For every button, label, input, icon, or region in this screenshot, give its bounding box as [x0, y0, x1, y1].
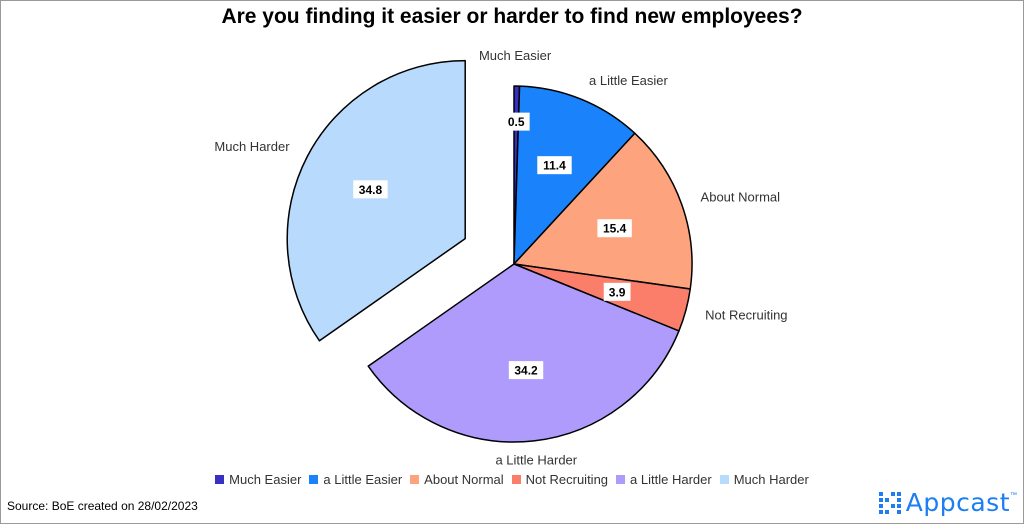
value-label-box-about-normal	[597, 219, 632, 238]
pie-slice-a-little-easier	[513, 85, 636, 265]
legend-label-a-little-easier: a Little Easier	[323, 472, 403, 487]
appcast-logo-trademark: ™	[1010, 492, 1017, 499]
category-label-a-little-easier: a Little Easier	[589, 73, 668, 88]
value-label-much-easier: 0.5	[508, 115, 525, 129]
pie-slice-about-normal	[513, 132, 693, 290]
legend-label-about-normal: About Normal	[424, 472, 504, 487]
value-label-box-not-recruiting	[603, 282, 631, 301]
value-label-a-little-easier: 11.4	[543, 159, 566, 173]
legend-item-about-normal: About Normal	[410, 472, 504, 487]
category-label-not-recruiting: Not Recruiting	[705, 308, 787, 323]
legend-label-not-recruiting: Not Recruiting	[525, 472, 609, 487]
chart-legend: Much Easier a Little Easier About Normal No…	[1, 472, 1023, 487]
pie-slice-much-harder	[286, 59, 466, 342]
value-label-about-normal: 15.4	[603, 222, 627, 236]
value-label-box-a-little-harder	[508, 361, 544, 380]
source-note: Source: BoE created on 28/02/2023	[7, 499, 198, 513]
legend-swatch-about-normal	[410, 475, 420, 484]
legend-item-not-recruiting: Not Recruiting	[511, 472, 609, 487]
category-label-much-harder: Much Harder	[214, 139, 290, 154]
legend-label-much-easier: Much Easier	[229, 472, 302, 487]
legend-item-much-harder: Much Harder	[719, 472, 809, 487]
legend-swatch-much-harder	[719, 475, 729, 484]
category-label-much-easier: Much Easier	[479, 48, 552, 63]
legend-swatch-a-little-harder	[616, 475, 626, 484]
value-label-box-much-harder	[353, 180, 388, 199]
pie-slice-a-little-harder	[367, 263, 680, 443]
value-label-not-recruiting: 3.9	[609, 285, 626, 299]
legend-label-much-harder: Much Harder	[733, 472, 809, 487]
appcast-logo-text: Appcast	[905, 488, 1010, 517]
chart-title: Are you finding it easier or harder to f…	[221, 5, 803, 28]
legend-swatch-much-easier	[215, 475, 225, 484]
category-label-about-normal: About Normal	[701, 190, 781, 205]
legend-swatch-not-recruiting	[511, 475, 521, 484]
legend-swatch-a-little-easier	[309, 475, 319, 484]
legend-label-a-little-harder: a Little Harder	[630, 472, 712, 487]
appcast-logo: Appcast ™	[878, 488, 1017, 517]
value-label-box-a-little-easier	[537, 156, 572, 175]
legend-item-a-little-easier: a Little Easier	[309, 472, 402, 487]
legend-item-much-easier: Much Easier	[215, 472, 301, 487]
category-label-a-little-harder: a Little Harder	[495, 453, 577, 468]
legend-item-a-little-harder: a Little Harder	[616, 472, 712, 487]
appcast-logo-icon	[878, 491, 901, 514]
value-label-much-harder: 34.8	[359, 183, 383, 197]
value-label-box-much-easier	[502, 112, 530, 131]
value-label-a-little-harder: 34.2	[514, 364, 538, 378]
